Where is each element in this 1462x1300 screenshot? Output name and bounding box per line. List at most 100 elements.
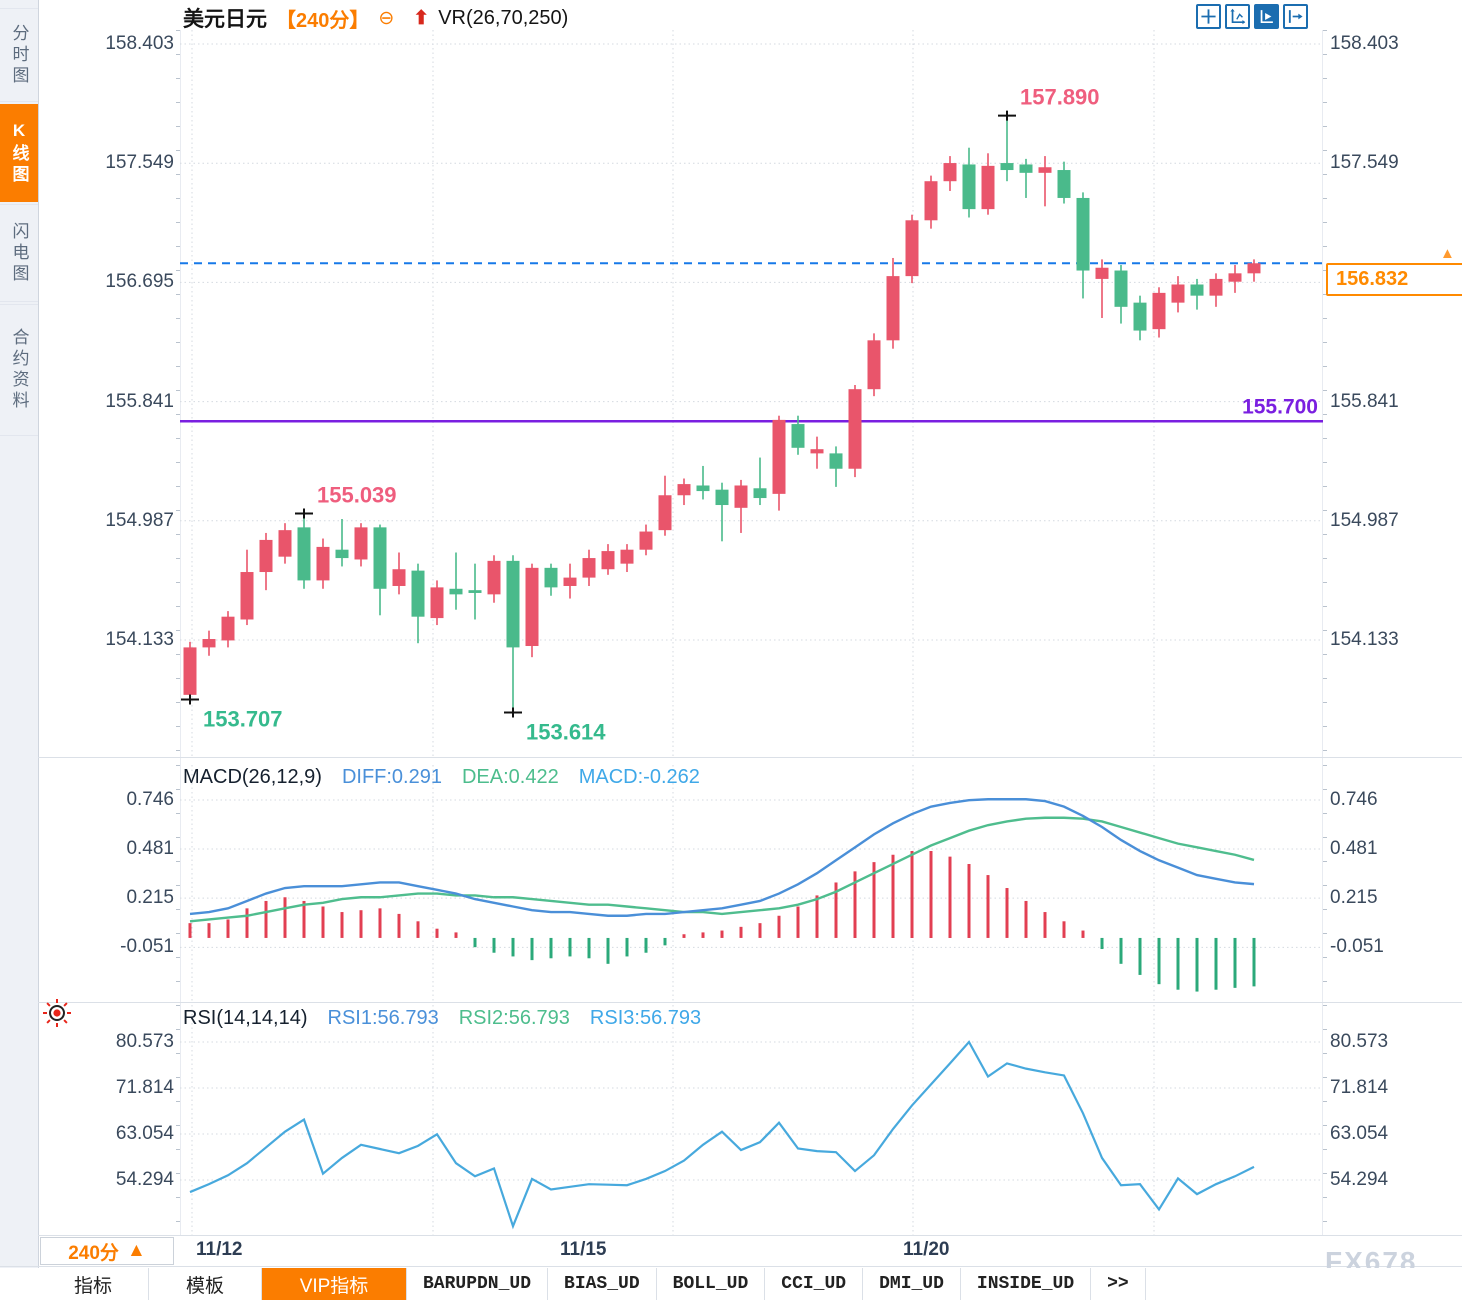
price-axis-minor-ticks-right xyxy=(1323,30,1327,757)
axis-tick-label: 0.746 xyxy=(126,789,174,810)
candle-body xyxy=(316,546,330,581)
candle-body xyxy=(202,639,216,648)
candle-body xyxy=(430,587,444,619)
candle-body xyxy=(734,485,748,508)
rsi-params-label[interactable]: RSI(14,14,14) xyxy=(183,1007,308,1029)
candlestick-chart[interactable]: 155.700 153.707 155.039 153.614 157.890 xyxy=(180,30,1323,757)
axis-tick-label: 154.133 xyxy=(105,629,174,650)
tab-dmi-ud[interactable]: DMI_UD xyxy=(863,1268,961,1300)
axis-tick-label: -0.051 xyxy=(120,936,174,958)
candle-body xyxy=(620,549,634,564)
candle-body xyxy=(1171,284,1185,303)
axis-tick-label: 63.054 xyxy=(1330,1123,1389,1144)
macd-params-label[interactable]: MACD(26,12,9) xyxy=(183,766,322,788)
candle-body xyxy=(1019,164,1033,173)
macd-dea-value: DEA:0.422 xyxy=(461,766,559,788)
axis-scale-glyph xyxy=(1230,8,1246,25)
candle-body xyxy=(1209,278,1223,296)
candle-body xyxy=(867,340,881,390)
symbol-title: 美元日元 xyxy=(183,8,267,31)
axis-tick-label: 80.573 xyxy=(1330,1031,1389,1052)
macd-rsi-separator xyxy=(38,1002,1462,1003)
sidebar-tab-contract-info[interactable]: 合约资料 xyxy=(0,304,38,436)
candle-body xyxy=(1000,163,1014,171)
candle-body xyxy=(791,424,805,448)
hot-indicator-sun-icon[interactable] xyxy=(40,996,74,1030)
xaxis-strip-separator xyxy=(38,1235,1462,1236)
macd-indicator-chart[interactable] xyxy=(180,765,1323,1002)
overlay-indicator-label[interactable]: VR(26,70,250) xyxy=(438,6,569,29)
candle-body xyxy=(411,570,425,617)
axis-tick-label: 0.746 xyxy=(1330,789,1378,810)
tab-more[interactable]: >> xyxy=(1091,1268,1146,1300)
axis-scale-icon[interactable] xyxy=(1225,4,1250,29)
period-selector[interactable]: 240分 ▲ xyxy=(40,1237,174,1265)
page-forward-glyph xyxy=(1288,10,1303,23)
candle-body xyxy=(677,484,691,496)
plot-left-border xyxy=(180,30,181,1235)
rsi-header: RSI(14,14,14) RSI1:56.793 RSI2:56.793 RS… xyxy=(183,1007,701,1030)
axis-tick-label: 158.403 xyxy=(105,33,174,54)
tab-inside-ud[interactable]: INSIDE_UD xyxy=(961,1268,1092,1300)
candle-body xyxy=(1114,270,1128,307)
axis-play-icon[interactable] xyxy=(1254,4,1279,29)
extreme-plus-marker xyxy=(295,508,313,519)
tab-vip-indicators[interactable]: VIP指标 xyxy=(262,1268,407,1300)
macd-axis-minor-ticks-right xyxy=(1323,765,1327,1002)
tab-cci-ud[interactable]: CCI_UD xyxy=(765,1268,864,1300)
candle-body xyxy=(1076,197,1090,271)
tab-indicators[interactable]: 指标 xyxy=(38,1268,149,1300)
rsi2-value: RSI2:56.793 xyxy=(458,1007,570,1029)
candle-body xyxy=(696,485,710,492)
sidebar-tab-time-chart[interactable]: 分时图 xyxy=(0,8,38,102)
axis-tick-label: 54.294 xyxy=(1330,1169,1389,1190)
axis-tick-label: 0.215 xyxy=(1330,887,1378,909)
plot-right-border xyxy=(1322,30,1323,1235)
macd-header: MACD(26,12,9) DIFF:0.291 DEA:0.422 MACD:… xyxy=(183,766,700,789)
tab-barupdn-ud[interactable]: BARUPDN_UD xyxy=(407,1268,549,1300)
axis-tick-label: 80.573 xyxy=(115,1031,174,1052)
candle-body xyxy=(468,590,482,593)
page-forward-icon[interactable] xyxy=(1283,4,1308,29)
tab-templates[interactable]: 模板 xyxy=(149,1268,262,1300)
price-axis-minor-ticks-left xyxy=(176,30,180,757)
sidebar-tab-lightning-chart[interactable]: 闪电图 xyxy=(0,204,38,302)
date-axis-label: 11/20 xyxy=(903,1239,950,1260)
candle-body xyxy=(601,551,615,570)
tab-bias-ud[interactable]: BIAS_UD xyxy=(548,1268,657,1300)
axis-tick-label: 0.481 xyxy=(1330,838,1378,859)
tabbar-separator xyxy=(0,1266,1462,1267)
axis-tick-label: 71.814 xyxy=(115,1077,174,1098)
candle-body xyxy=(183,647,197,695)
chart-header: 美元日元 【240分】 ⊖ ⬆ VR(26,70,250) xyxy=(183,4,568,32)
candle-body xyxy=(1247,263,1261,274)
tab-boll-ud[interactable]: BOLL_UD xyxy=(657,1268,766,1300)
candle-body xyxy=(487,560,501,595)
macd-diff-value: DIFF:0.291 xyxy=(341,766,442,788)
candle-body xyxy=(905,220,919,277)
axis-tick-label: 158.403 xyxy=(1330,33,1399,54)
macd-diff-line xyxy=(189,798,1255,917)
period-selector-label: 240分 xyxy=(68,1242,119,1264)
sidebar-tab-candlestick-chart[interactable]: K线图 xyxy=(0,104,38,202)
rsi-axis-minor-ticks-left xyxy=(176,1005,180,1235)
candle-body xyxy=(962,164,976,210)
extreme-plus-marker xyxy=(181,694,199,705)
rsi-indicator-chart[interactable] xyxy=(180,1005,1323,1235)
indicator-tabbar: 指标 模板 VIP指标 BARUPDN_UD BIAS_UD BOLL_UD C… xyxy=(38,1268,1462,1300)
axis-tick-label: -0.051 xyxy=(1330,936,1384,958)
candle-body xyxy=(240,572,254,620)
pan-crosshair-icon[interactable] xyxy=(1196,4,1221,29)
rsi3-value: RSI3:56.793 xyxy=(589,1007,702,1029)
axis-tick-label: 156.695 xyxy=(105,271,174,293)
candle-body xyxy=(1038,167,1052,173)
candle-body xyxy=(582,558,596,578)
support-line-label: 155.700 xyxy=(1242,395,1318,418)
low-price-annotation: 153.707 xyxy=(203,706,283,731)
candle-body xyxy=(1152,292,1166,330)
collapse-icon[interactable]: ⊖ xyxy=(378,7,395,29)
axis-tick-label: 71.814 xyxy=(1330,1077,1389,1098)
period-badge[interactable]: 【240分】 xyxy=(276,9,370,32)
axis-tick-label: 0.481 xyxy=(126,838,174,859)
